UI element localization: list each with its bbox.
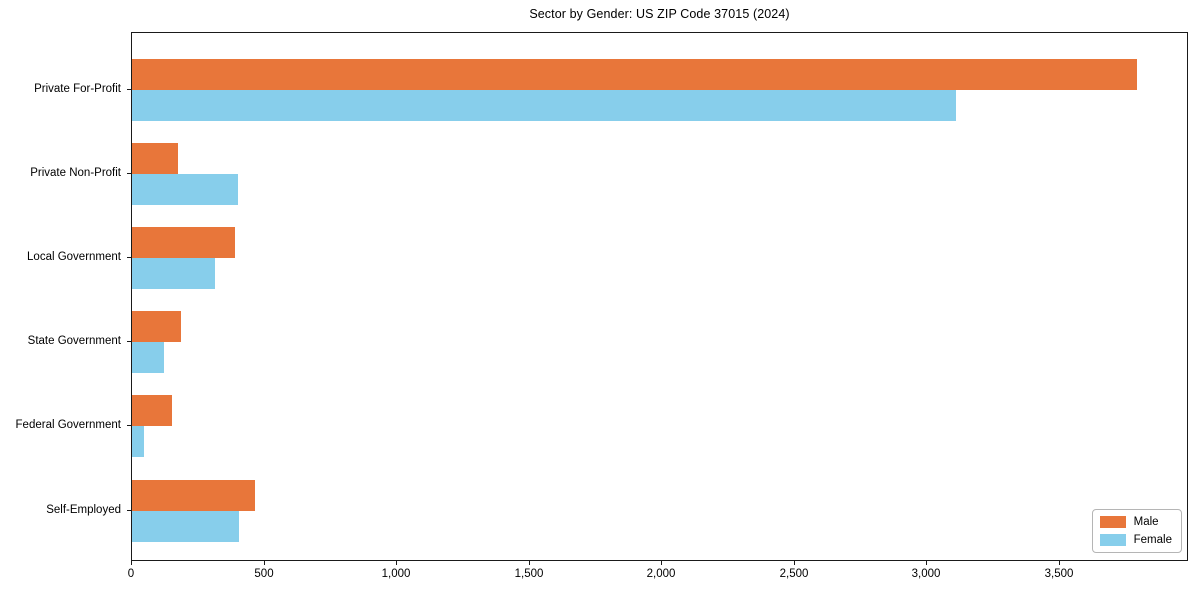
- x-tick-label-4: 2,000: [646, 568, 676, 580]
- chart-title: Sector by Gender: US ZIP Code 37015 (202…: [529, 7, 790, 21]
- x-tick-4: [661, 561, 662, 565]
- legend-item-male: Male: [1099, 516, 1172, 528]
- x-axis: 0 500 1,000 1,500 2,000 2,500 3,000 3,500: [128, 561, 1188, 597]
- y-tick-label-5: Self-Employed: [46, 503, 121, 516]
- male-legend-swatch: [1099, 516, 1126, 528]
- male-bar-1: [132, 142, 178, 174]
- y-tick-label-3: State Government: [27, 335, 121, 348]
- y-tick-label-4: Federal Government: [15, 419, 121, 432]
- y-tick-label-2: Local Government: [27, 250, 121, 263]
- male-bar-5: [132, 479, 255, 511]
- plot-area: Male Female: [131, 32, 1188, 561]
- x-tick-3: [529, 561, 530, 565]
- x-tick-6: [926, 561, 927, 565]
- x-tick-2: [396, 561, 397, 565]
- x-tick-0: [131, 561, 132, 565]
- y-tick-label-0: Private For-Profit: [34, 82, 121, 95]
- female-bar-2: [132, 257, 215, 289]
- y-tick-2: [127, 256, 131, 258]
- female-bar-4: [132, 426, 144, 458]
- legend-label-female: Female: [1133, 534, 1172, 546]
- x-tick-label-7: 3,500: [1044, 568, 1074, 580]
- legend-label-male: Male: [1133, 516, 1159, 528]
- male-bar-0: [132, 58, 1137, 90]
- y-tick-3: [127, 341, 131, 343]
- x-tick-label-5: 2,500: [779, 568, 809, 580]
- male-bar-2: [132, 226, 235, 258]
- x-tick-7: [1059, 561, 1060, 565]
- female-bar-1: [132, 173, 238, 205]
- female-bar-5: [132, 510, 239, 542]
- x-tick-label-1: 500: [254, 568, 274, 580]
- y-tick-1: [127, 172, 131, 174]
- x-tick-label-0: 0: [127, 568, 135, 580]
- y-tick-0: [127, 88, 131, 90]
- y-tick-4: [127, 425, 131, 427]
- x-tick-5: [794, 561, 795, 565]
- y-axis: Private For-Profit Private Non-Profit Loca…: [0, 32, 131, 561]
- female-bar-3: [132, 342, 164, 374]
- female-legend-swatch: [1099, 534, 1126, 546]
- legend: Male Female: [1091, 509, 1182, 553]
- x-tick-1: [264, 561, 265, 565]
- y-tick-label-1: Private Non-Profit: [30, 166, 121, 179]
- male-bar-4: [132, 395, 172, 427]
- y-tick-5: [127, 509, 131, 511]
- female-bar-0: [132, 89, 956, 121]
- x-tick-label-3: 1,500: [514, 568, 544, 580]
- x-tick-label-6: 3,000: [911, 568, 941, 580]
- legend-item-female: Female: [1099, 534, 1172, 546]
- x-tick-label-2: 1,000: [381, 568, 411, 580]
- male-bar-3: [132, 311, 181, 343]
